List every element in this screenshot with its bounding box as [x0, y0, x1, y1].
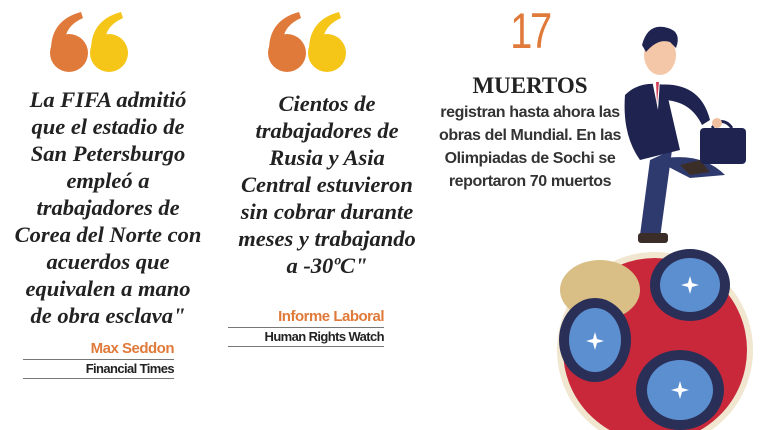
world-cup-ball [557, 249, 753, 430]
quote-mark-icon [268, 12, 346, 72]
quote-author: Informe Laboral [228, 308, 385, 328]
quote-attribution: Informe Laboral Human Rights Watch [228, 308, 385, 347]
quote-text: Cientos de trabajadores de Rusia y Asia … [238, 91, 416, 278]
quote-text: La FIFA admitió que el estadio de San Pe… [14, 87, 202, 328]
stat-description: registran hasta ahora las obras del Mund… [438, 104, 622, 190]
quote-source: Financial Times [23, 360, 175, 379]
quote-attribution: Max Seddon Financial Times [23, 340, 175, 379]
quote-author: Max Seddon [23, 340, 175, 360]
quote-source: Human Rights Watch [228, 328, 385, 347]
stat-headline: MUERTOS [472, 73, 588, 98]
businessman-figure [624, 26, 746, 243]
stat-number: 17 [510, 3, 552, 59]
quote-mark-icon [50, 12, 128, 72]
